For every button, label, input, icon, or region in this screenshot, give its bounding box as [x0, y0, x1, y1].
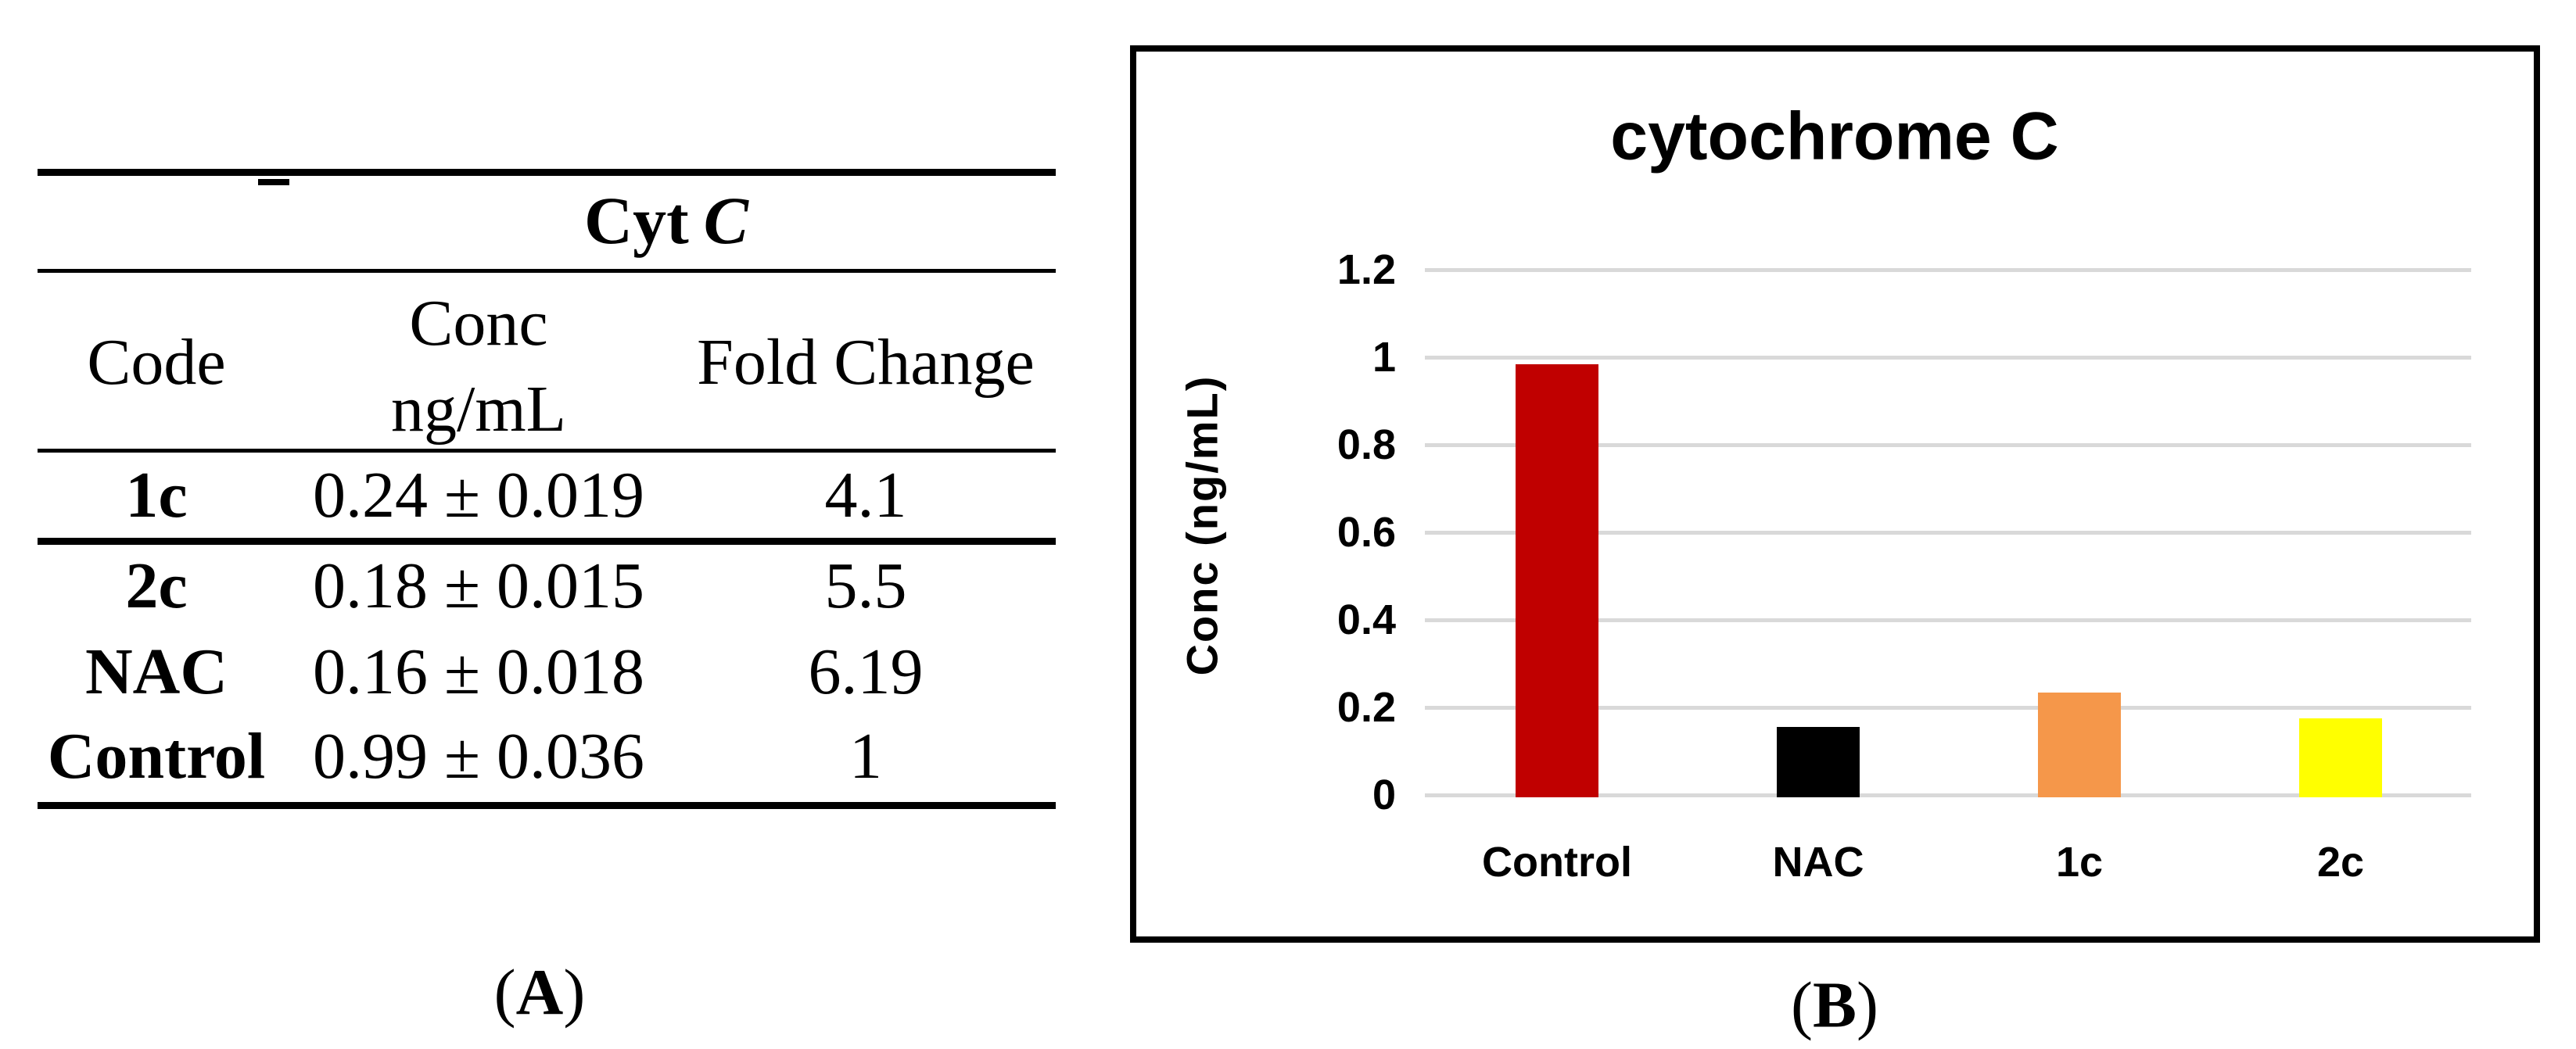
gridline	[1425, 706, 2471, 710]
table-cell-code: NAC	[85, 635, 228, 708]
x-category-label: 2c	[2316, 839, 2365, 886]
y-axis-label: Conc (ng/mL)	[1177, 374, 1227, 676]
gridline	[1425, 618, 2471, 622]
column-header-conc-line1: Conc	[409, 287, 548, 360]
y-tick-label: 0.2	[1336, 684, 1396, 731]
column-header-conc-line2: ng/mL	[391, 373, 566, 446]
stray-mark	[258, 179, 289, 185]
table-title: Cyt C	[584, 181, 748, 260]
table-title-italic: C	[703, 183, 749, 258]
caption-b-open: (	[1791, 968, 1813, 1042]
gridline	[1425, 268, 2471, 272]
y-tick-label: 1.2	[1336, 246, 1396, 293]
gridline	[1425, 793, 2471, 797]
table-rule-under-row1	[38, 538, 1056, 545]
table-cell-code: Control	[47, 720, 266, 793]
gridline	[1425, 443, 2471, 447]
table-title-prefix: Cyt	[583, 183, 689, 258]
y-tick-label: 0.4	[1336, 596, 1396, 643]
bar-2c	[2299, 718, 2382, 797]
column-header-fold-change: Fold Change	[697, 326, 1035, 399]
bar-1c	[2038, 693, 2121, 797]
caption-a-letter: A	[515, 956, 564, 1029]
chart-panel-border	[1130, 45, 2540, 943]
table-cell-fold: 4.1	[824, 459, 907, 532]
x-category-label: Control	[1482, 839, 1632, 886]
x-category-label: NAC	[1772, 839, 1864, 886]
gridline	[1425, 531, 2471, 535]
table-rule-under-header	[38, 449, 1056, 453]
chart-title: cytochrome C	[1610, 98, 2059, 174]
caption-b: (B)	[1791, 968, 1878, 1044]
table-cell-conc: 0.24 ± 0.019	[312, 459, 645, 532]
caption-b-letter: B	[1812, 968, 1857, 1042]
table-cell-conc: 0.99 ± 0.036	[312, 720, 645, 793]
table-cell-fold: 6.19	[808, 635, 924, 708]
y-tick-label: 0.8	[1336, 421, 1396, 468]
y-tick-label: 0	[1372, 772, 1396, 818]
caption-a-close: )	[563, 956, 586, 1029]
table-cell-code: 2c	[125, 550, 188, 622]
x-category-label: 1c	[2055, 839, 2104, 886]
table-cell-conc: 0.16 ± 0.018	[312, 635, 645, 708]
caption-a: (A)	[494, 955, 586, 1031]
table-rule-top	[38, 169, 1056, 176]
table-rule-bottom	[38, 802, 1056, 809]
column-header-code: Code	[87, 326, 226, 399]
table-cell-fold: 5.5	[824, 550, 907, 622]
table-cell-fold: 1	[849, 720, 882, 793]
bar-control	[1516, 364, 1598, 797]
table-rule-under-title	[38, 269, 1056, 273]
y-tick-label: 0.6	[1336, 509, 1396, 556]
bar-nac	[1777, 727, 1860, 797]
gridline	[1425, 356, 2471, 360]
table-cell-conc: 0.18 ± 0.015	[312, 550, 645, 622]
caption-b-close: )	[1857, 968, 1878, 1042]
table-cell-code: 1c	[125, 459, 188, 532]
caption-a-open: (	[493, 956, 516, 1029]
y-tick-label: 1	[1372, 334, 1396, 381]
